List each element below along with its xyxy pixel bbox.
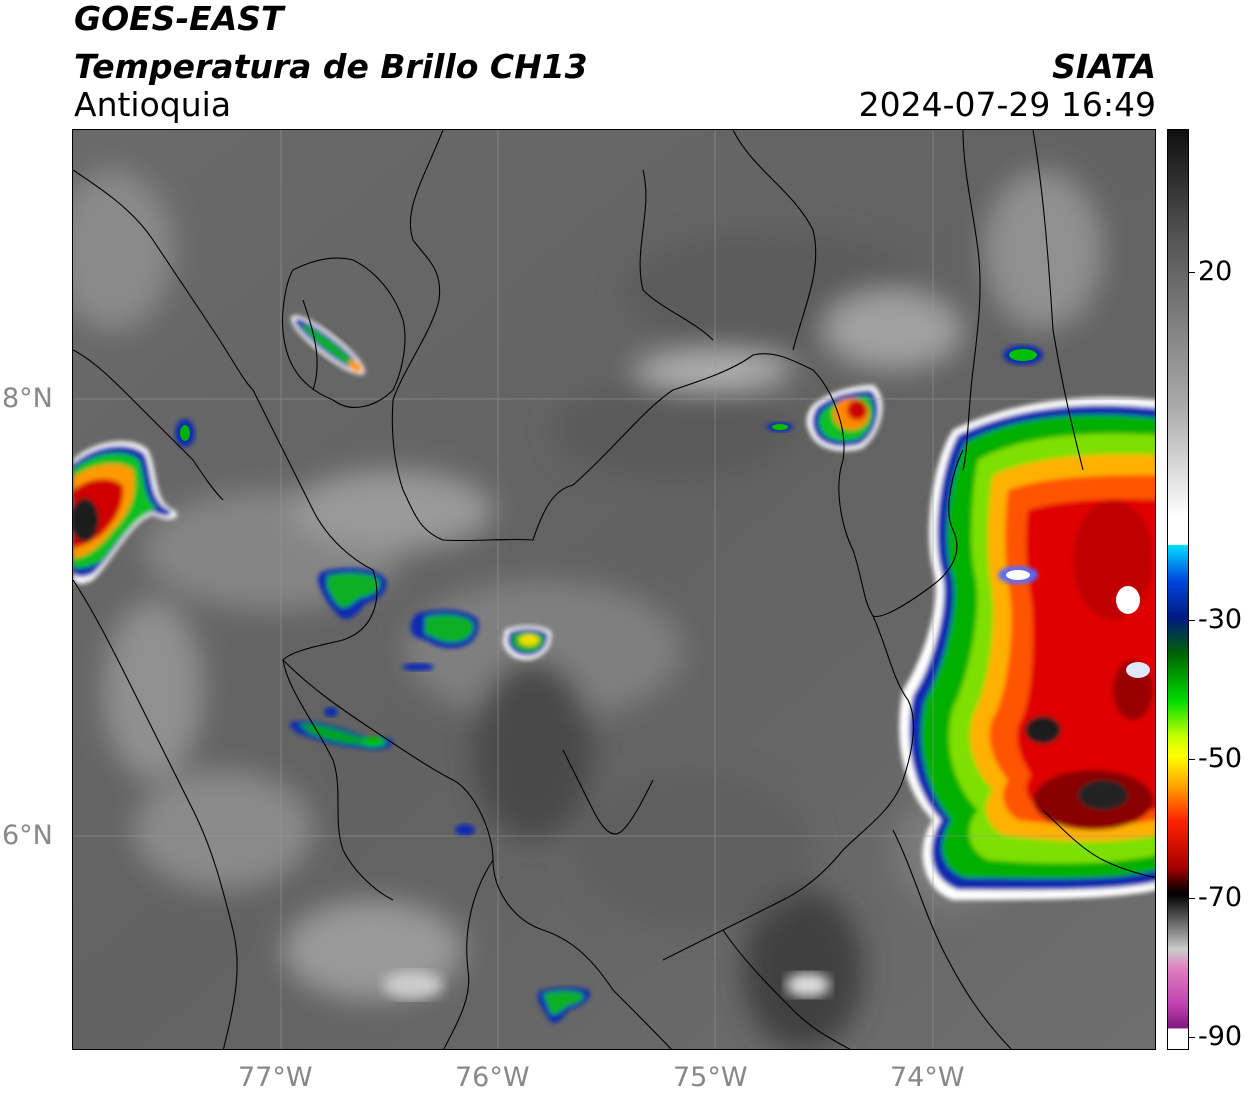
gridlines (73, 130, 1155, 1049)
lon-label-76w: 76°W (455, 1062, 530, 1093)
colorbar-label-minus90: -90 (1198, 1021, 1243, 1052)
colorbar-tick (1189, 1037, 1195, 1038)
region-label: Antioquia (74, 85, 232, 124)
cloud-texture (73, 170, 1103, 1049)
satellite-title: GOES-EAST (74, 0, 284, 38)
lat-label-6n: 6°N (2, 820, 53, 851)
colorbar-tick (1189, 759, 1195, 760)
borders (73, 130, 1155, 1049)
product-title: Temperatura de Brillo CH13 (74, 47, 588, 86)
lon-label-77w: 77°W (238, 1062, 313, 1093)
lat-label-8n: 8°N (2, 383, 53, 414)
agency-label: SIATA (1052, 47, 1156, 86)
colorbar (1167, 129, 1189, 1050)
colorbar-label-20: 20 (1198, 256, 1233, 287)
lon-label-74w: 74°W (890, 1062, 965, 1093)
colorbar-gradient (1168, 130, 1188, 1049)
colorbar-label-minus30: -30 (1198, 604, 1243, 635)
colorbar-label-minus70: -70 (1198, 882, 1243, 913)
colorbar-tick (1189, 898, 1195, 899)
map-image (73, 130, 1155, 1049)
colorbar-tick (1189, 620, 1195, 621)
colorbar-tick (1189, 272, 1195, 273)
lon-label-75w: 75°W (673, 1062, 748, 1093)
colorbar-label-minus50: -50 (1198, 743, 1243, 774)
datetime-label: 2024-07-29 16:49 (858, 85, 1156, 124)
storm-cells (73, 315, 1155, 1024)
satellite-map (72, 129, 1156, 1050)
